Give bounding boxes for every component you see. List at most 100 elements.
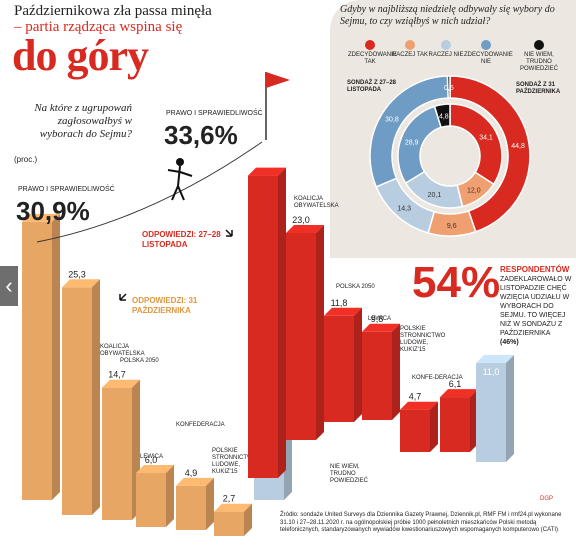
- october-category-label: LUDOWE,: [212, 462, 240, 468]
- outer-ring-label: 14,3: [397, 206, 411, 213]
- publisher-logo: DGP: [540, 496, 554, 502]
- legend-label: ZDECYDOWANIE NIE: [464, 52, 513, 65]
- october-value-label: 2,7: [223, 494, 236, 504]
- november-category-label: KONFE-DERACJA: [412, 375, 463, 381]
- inner-ring-label: 28,9: [405, 140, 419, 147]
- november-bar-side: [392, 323, 400, 420]
- november-category-label: OBYWATELSKA: [294, 203, 339, 209]
- november-value-label: 4,7: [409, 392, 422, 402]
- november-bar-side: [278, 167, 286, 478]
- legend-item: NIE WIEM, TRUDNO POWIEDZIEĆ: [514, 40, 564, 73]
- outer-ring-slice: [446, 75, 451, 99]
- legend-label: NIE WIEM, TRUDNO POWIEDZIEĆ: [519, 52, 558, 72]
- october-category-label: LEWICA: [140, 454, 163, 460]
- october-bar-side: [166, 465, 174, 527]
- previous-arrow-icon[interactable]: ‹: [0, 266, 18, 306]
- october-bar: [176, 485, 206, 530]
- legend-swatch: [534, 40, 544, 50]
- legend-swatch: [481, 40, 491, 50]
- turnout-text: ZADEKLAROWAŁO W LISTOPADZIE CHĘĆ WZIĘCIA…: [500, 276, 572, 337]
- october-bar-top: [214, 503, 252, 512]
- pis-nov-label: PRAWO I SPRAWIEDLIWOŚĆ: [166, 110, 263, 117]
- survey-question: Gdyby w najbliższą niedzielę odbywały si…: [340, 4, 555, 27]
- november-category-label: POLSKIE: [400, 326, 426, 332]
- arrow-nov-icon: [225, 229, 233, 237]
- october-bar: [136, 473, 166, 527]
- outer-ring-label: 44,8: [511, 143, 525, 150]
- legend-swatch: [365, 40, 375, 50]
- pis-nov-value: 33,6%: [164, 120, 238, 150]
- inner-ring-label: 12,0: [467, 187, 481, 194]
- subtitle-line-1: Październikowa zła passa minęła: [14, 3, 212, 19]
- november-category-label: KUKIZ'15: [400, 347, 426, 353]
- november-bar: [248, 175, 278, 478]
- legend-item: RACZEJ NIE: [424, 40, 468, 59]
- october-value-label: 14,7: [108, 370, 126, 380]
- walker-head-icon: [176, 158, 184, 166]
- october-value-label: 4,9: [185, 468, 198, 478]
- october-category-label: KOALICJA: [100, 344, 129, 350]
- october-bar-top: [62, 279, 100, 288]
- october-bar-side: [206, 477, 214, 530]
- november-value-label: 9,8: [371, 314, 384, 324]
- tightrope-walker-icon: [167, 165, 193, 201]
- november-bar: [440, 397, 470, 452]
- inner-ring-slice: [433, 103, 451, 129]
- november-bar: [324, 315, 354, 422]
- october-category-label: POLSKA 2050: [120, 358, 159, 364]
- legend-swatch: [441, 40, 451, 50]
- november-bar-side: [506, 355, 514, 462]
- november-category-label: LEWICA: [368, 316, 391, 322]
- pis-oct-label: PRAWO I SPRAWIEDLIWOŚĆ: [18, 186, 115, 193]
- chart-unit: (proc.): [14, 155, 38, 164]
- source-note: Źródło: sondaże United Surveys dla Dzien…: [280, 512, 562, 533]
- outer-ring-label: 9,6: [447, 223, 457, 230]
- november-value-label: 6,1: [449, 379, 462, 389]
- october-bar: [214, 511, 244, 536]
- arrow-oct-icon: [119, 293, 127, 301]
- october-bar-top: [136, 465, 174, 473]
- november-bar-top: [362, 323, 400, 332]
- ring-label-october: SONDAŻ Z 31 PAŹDZIERNIKA: [516, 82, 561, 95]
- chart-question: Na które z ugrupowań zagłosowałbyś w wyb…: [34, 102, 132, 140]
- october-bar-top: [22, 213, 60, 222]
- november-bar-top: [248, 167, 286, 176]
- october-bar: [102, 387, 132, 520]
- october-category-label: OBYWATELSKA: [100, 351, 145, 357]
- october-category-label: STRONNICTWO: [212, 455, 258, 461]
- turnout-donut: 34,1 12,0 20,1 28,9 4,8 44,8 9,6 14,3 30,8 0,5: [369, 75, 531, 237]
- november-bar-top: [440, 389, 478, 398]
- subtitle-line-2: – partia rządząca wspina się: [14, 19, 183, 35]
- november-bar: [286, 233, 316, 440]
- october-bar-side: [52, 213, 60, 500]
- november-category-label: POLSKA 2050: [336, 284, 375, 290]
- turnout-description: RESPONDENTÓW ZADEKLAROWAŁO W LISTOPADZIE…: [500, 265, 572, 347]
- legend-swatch: [405, 40, 415, 50]
- november-bar: [476, 363, 506, 462]
- october-bars: 25,314,76,04,92,715,4KOALICJAOBYWATELSKA…: [22, 213, 369, 536]
- october-bar: [22, 221, 52, 500]
- october-bar-side: [244, 503, 252, 536]
- ring-label-november: SONDAŻ Z 27–28 LISTOPADA: [347, 80, 397, 93]
- october-bar-side: [92, 279, 100, 515]
- inner-ring-label: 20,1: [428, 192, 442, 199]
- turnout-percent: 54%: [412, 258, 501, 307]
- november-bar-top: [400, 401, 438, 410]
- inner-ring-label: 4,8: [439, 113, 449, 120]
- october-category-label: KONFEDERACJA: [176, 422, 225, 428]
- october-category-label: NIE WIEM,: [330, 464, 360, 470]
- outer-ring-label: 30,8: [385, 117, 399, 124]
- november-bar-side: [430, 401, 438, 452]
- november-bar-top: [286, 225, 324, 233]
- november-bar-top: [324, 307, 362, 316]
- legend-item: ZDECYDOWANIE NIE: [464, 40, 513, 66]
- decorations: [36, 72, 290, 301]
- turnout-previous: (46%): [500, 339, 519, 346]
- october-value-label: 25,3: [68, 269, 86, 279]
- tightrope-line: [36, 141, 263, 243]
- november-value-label: 23,0: [292, 215, 310, 225]
- october-category-label: TRUDNO: [330, 471, 356, 477]
- november-bar: [362, 331, 392, 420]
- legend-label: RACZEJ NIE: [428, 52, 464, 58]
